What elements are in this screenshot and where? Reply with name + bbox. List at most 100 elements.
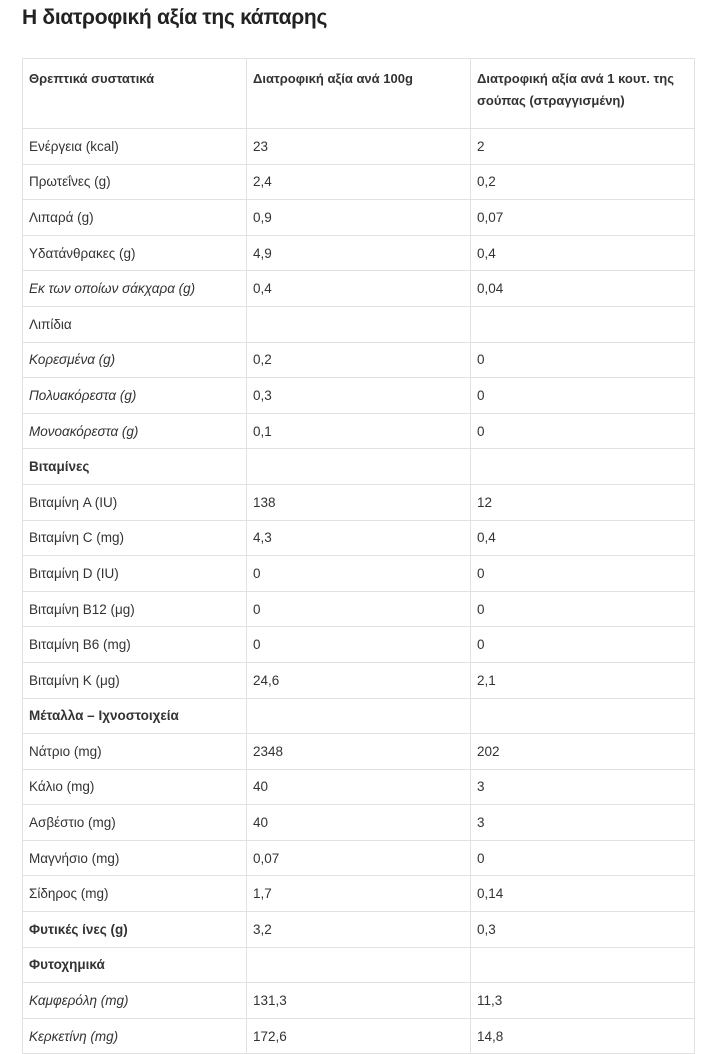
table-cell: 0 xyxy=(470,377,695,414)
table-cell: 40 xyxy=(246,804,471,841)
table-row: Εκ των οποίων σάκχαρα (g) 0,4 0,04 xyxy=(22,270,695,307)
table-cell: 0 xyxy=(470,839,695,877)
table-body: Ενέργεια (kcal) 23 2 Πρωτεΐνες (g) 2,4 0,2 Λιπ… xyxy=(22,128,695,1054)
table-row: Κάλιο (mg) 40 3 xyxy=(22,768,695,806)
table-row: Βιταμίνη A (IU) 138 12 xyxy=(22,483,695,521)
table-row: Πρωτεΐνες (g) 2,4 0,2 xyxy=(22,163,695,201)
title: Η διατροφική αξία της κάπαρης xyxy=(22,6,328,29)
table-cell: 14,8 xyxy=(470,1017,695,1054)
nutrition-table: Θρεπτικά συστατικά Διατροφική αξία ανά 10… xyxy=(22,58,695,1054)
table-row: Λιπαρά (g) 0,9 0,07 xyxy=(22,199,695,236)
table-cell: 40 xyxy=(246,768,471,806)
table-cell xyxy=(470,697,695,735)
table-cell: 202 xyxy=(470,733,695,770)
table-cell: 12 xyxy=(470,483,695,521)
table-cell: 0 xyxy=(246,626,471,663)
table-cell: Βιταμίνη A (IU) xyxy=(22,483,247,521)
table-cell: 4,3 xyxy=(246,519,471,557)
table-cell: Βιταμίνη K (μg) xyxy=(22,661,247,699)
table-cell: Βιταμίνη B12 (μg) xyxy=(22,590,247,628)
table-cell: Βιταμίνες xyxy=(22,448,247,485)
table-cell: 0,2 xyxy=(246,341,471,379)
table-cell: 0,4 xyxy=(470,234,695,272)
table-row: Κερκετίνη (mg) 172,6 14,8 xyxy=(22,1017,695,1054)
table-cell: 2 xyxy=(470,128,695,165)
table-cell: 2348 xyxy=(246,733,471,770)
table-row: Φυτοχημικά xyxy=(22,946,695,984)
table-cell: 0,1 xyxy=(246,412,471,450)
table-cell: Φυτικές ίνες (g) xyxy=(22,911,247,948)
table-cell: Μαγνήσιο (mg) xyxy=(22,839,247,877)
table-cell: 0 xyxy=(470,590,695,628)
table-cell xyxy=(246,697,471,735)
table-cell: Μονοακόρεστα (g) xyxy=(22,412,247,450)
table-cell xyxy=(470,305,695,343)
table-cell: Βιταμίνη C (mg) xyxy=(22,519,247,557)
table-cell: 3 xyxy=(470,804,695,841)
table-cell: 0 xyxy=(470,626,695,663)
table-cell: Κορεσμένα (g) xyxy=(22,341,247,379)
table-cell: 172,6 xyxy=(246,1017,471,1054)
table-cell: Λιπίδια xyxy=(22,305,247,343)
table-cell: Σίδηρος (mg) xyxy=(22,875,247,913)
table-row: Βιταμίνη K (μg) 24,6 2,1 xyxy=(22,661,695,699)
table-row: Μέταλλα – Ιχνοστοιχεία xyxy=(22,697,695,735)
table-row: Μονοακόρεστα (g) 0,1 0 xyxy=(22,412,695,450)
table-cell: Ενέργεια (kcal) xyxy=(22,128,247,165)
table-cell: 0 xyxy=(246,590,471,628)
table-cell: 0,07 xyxy=(246,839,471,877)
table-row: Καμφερόλη (mg) 131,3 11,3 xyxy=(22,982,695,1019)
table-cell: 0,07 xyxy=(470,199,695,236)
table-row: Λιπίδια xyxy=(22,305,695,343)
table-cell: 131,3 xyxy=(246,982,471,1019)
table-row: Βιταμίνη B6 (mg) 0 0 xyxy=(22,626,695,663)
table-cell: 0,4 xyxy=(246,270,471,307)
table-cell: 138 xyxy=(246,483,471,521)
table-row: Βιταμίνη D (IU) 0 0 xyxy=(22,555,695,592)
header-row: Θρεπτικά συστατικά Διατροφική αξία ανά 10… xyxy=(22,58,695,129)
table-cell: Νάτριο (mg) xyxy=(22,733,247,770)
table-cell: 1,7 xyxy=(246,875,471,913)
table-row: Ενέργεια (kcal) 23 2 xyxy=(22,128,695,165)
table-row: Μαγνήσιο (mg) 0,07 0 xyxy=(22,839,695,877)
table-row: Υδατάνθρακες (g) 4,9 0,4 xyxy=(22,234,695,272)
table-cell: Μέταλλα – Ιχνοστοιχεία xyxy=(22,697,247,735)
table-cell: 0 xyxy=(470,341,695,379)
table-cell: 0 xyxy=(470,412,695,450)
table-cell: 3 xyxy=(470,768,695,806)
table-cell xyxy=(470,448,695,485)
table-cell: 23 xyxy=(246,128,471,165)
table-row: Κορεσμένα (g) 0,2 0 xyxy=(22,341,695,379)
table-row: Βιταμίνες xyxy=(22,448,695,485)
table-cell: 0,04 xyxy=(470,270,695,307)
table-cell: 0,4 xyxy=(470,519,695,557)
column-header: Διατροφική αξία ανά 100g xyxy=(246,58,471,129)
table-cell: Βιταμίνη B6 (mg) xyxy=(22,626,247,663)
table-cell: 0,14 xyxy=(470,875,695,913)
table-cell: 0,9 xyxy=(246,199,471,236)
table-cell xyxy=(470,946,695,984)
table-cell: 3,2 xyxy=(246,911,471,948)
table-row: Ασβέστιο (mg) 40 3 xyxy=(22,804,695,841)
column-header: Θρεπτικά συστατικά xyxy=(22,58,247,129)
table-cell: Κερκετίνη (mg) xyxy=(22,1017,247,1054)
table-cell: Υδατάνθρακες (g) xyxy=(22,234,247,272)
table-cell: Λιπαρά (g) xyxy=(22,199,247,236)
table-cell: 4,9 xyxy=(246,234,471,272)
table-cell: Φυτοχημικά xyxy=(22,946,247,984)
table-cell xyxy=(246,448,471,485)
table-cell xyxy=(246,305,471,343)
table-cell: 0,3 xyxy=(470,911,695,948)
table-row: Βιταμίνη B12 (μg) 0 0 xyxy=(22,590,695,628)
table-cell: 0 xyxy=(470,555,695,592)
table-row: Βιταμίνη C (mg) 4,3 0,4 xyxy=(22,519,695,557)
table-cell: Καμφερόλη (mg) xyxy=(22,982,247,1019)
table-cell: 2,4 xyxy=(246,163,471,201)
table-cell: 0,3 xyxy=(246,377,471,414)
table-cell: Πολυακόρεστα (g) xyxy=(22,377,247,414)
table-cell: 2,1 xyxy=(470,661,695,699)
table-cell xyxy=(246,946,471,984)
table-row: Σίδηρος (mg) 1,7 0,14 xyxy=(22,875,695,913)
table-cell: 24,6 xyxy=(246,661,471,699)
